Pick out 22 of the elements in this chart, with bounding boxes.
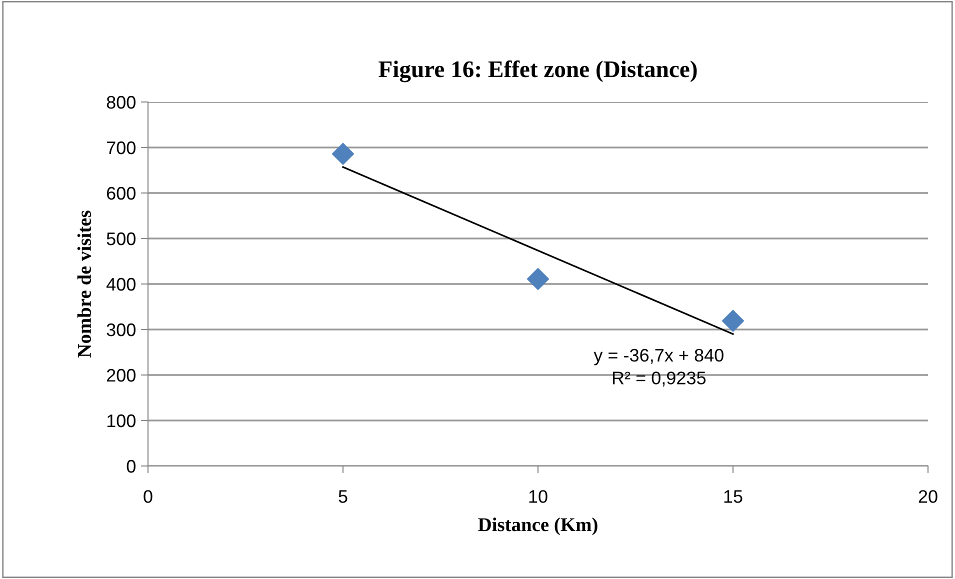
y-tick-label: 600 [106, 186, 136, 200]
y-tick-label: 100 [107, 414, 136, 428]
y-tick-label: 500 [106, 232, 136, 246]
x-tick-label: 20 [918, 490, 938, 503]
x-tick-label: 5 [338, 490, 348, 503]
y-tick-label: 400 [106, 278, 136, 291]
annotation: y = -36,7x + 840 [594, 348, 724, 366]
y-tick-label: 700 [107, 141, 136, 154]
y-tick-label: 300 [106, 323, 136, 336]
y-tick-label: 0 [126, 460, 136, 473]
x-tick-label: 15 [724, 490, 742, 503]
y-axis-title: Nombre de visites [77, 210, 92, 358]
chart-title: Figure 16: Effet zone (Distance) [378, 60, 697, 82]
y-tick-label: 800 [106, 96, 136, 109]
y-tick-label: 200 [106, 368, 136, 382]
x-tick-label: 10 [529, 490, 548, 503]
annotation: R² = 0,9235 [612, 372, 706, 387]
point [527, 268, 549, 290]
point [332, 142, 354, 165]
point [722, 310, 744, 332]
x-tick-label: 0 [144, 490, 152, 503]
x-axis-title: Distance (Km) [478, 518, 598, 536]
